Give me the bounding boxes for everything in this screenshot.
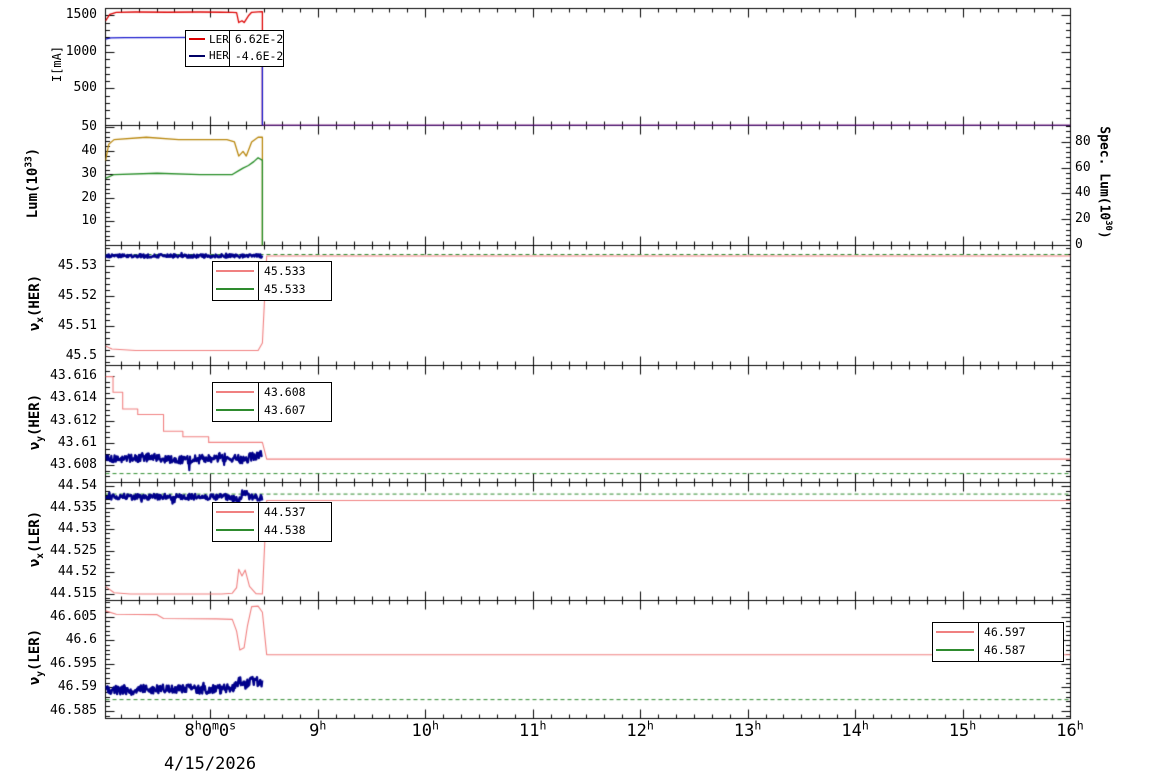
legend-left-col xyxy=(213,383,258,421)
legend-line-sample xyxy=(216,409,254,411)
legend-left-col xyxy=(213,503,258,541)
legend-series-label: HER xyxy=(209,49,229,63)
legend-line-sample xyxy=(189,54,205,57)
y-tick-label: 45.53 xyxy=(57,258,97,273)
y-tick-label: 30 xyxy=(81,166,97,182)
legend: 44.537 44.538 xyxy=(212,502,332,542)
y-tick-label-right: 60 xyxy=(1075,159,1091,175)
y-tick-label: 500 xyxy=(73,80,97,96)
legend-value: 45.533 xyxy=(264,282,306,296)
y-tick-label: 1500 xyxy=(65,7,97,23)
y-tick-label: 44.54 xyxy=(57,478,97,494)
y-axis-title-right: Spec. Lum(1030) xyxy=(1096,126,1113,239)
y-tick-label: 46.59 xyxy=(57,679,97,695)
legend-line-sample xyxy=(936,649,974,651)
y-tick-label-right: 80 xyxy=(1075,133,1091,149)
legend-entry xyxy=(213,503,258,521)
legend-value: 45.533 xyxy=(264,264,306,278)
legend-line-sample xyxy=(216,288,254,290)
y-tick-label: 46.6 xyxy=(65,632,97,648)
legend-entry xyxy=(213,401,258,419)
x-tick-label: 12h xyxy=(626,718,654,741)
y-tick-label: 43.61 xyxy=(57,435,97,450)
legend-entry xyxy=(933,641,978,659)
y-tick-label: 40 xyxy=(81,142,97,158)
y-tick-label: 44.525 xyxy=(50,542,97,558)
y-tick-label: 45.5 xyxy=(65,348,97,363)
y-tick-label: 10 xyxy=(81,213,97,229)
y-tick-label: 43.608 xyxy=(50,457,97,473)
legend-right-col: 43.608 43.607 xyxy=(258,383,331,421)
legend-right-col: 46.597 46.587 xyxy=(978,623,1063,661)
legend-right-col: 6.62E-2 -4.6E-2 xyxy=(228,31,284,66)
legend-line-sample xyxy=(216,391,254,393)
legend-entry: HER xyxy=(186,48,229,65)
y-tick-label: 43.616 xyxy=(50,368,97,384)
legend-value: 44.538 xyxy=(264,523,306,537)
y-tick-label: 43.614 xyxy=(50,390,97,406)
y-tick-label: 20 xyxy=(81,189,97,205)
y-tick-label-right: 40 xyxy=(1075,185,1091,201)
y-tick-label: 44.52 xyxy=(57,564,97,580)
y-tick-label: 43.612 xyxy=(50,412,97,428)
legend: LER HER 6.62E-2 -4.6E-2 xyxy=(185,30,284,67)
legend-entry xyxy=(213,521,258,539)
x-tick-label: 10h xyxy=(411,718,439,741)
legend-value: 44.537 xyxy=(264,505,306,519)
legend-value: 43.607 xyxy=(264,403,306,417)
legend-value: 43.608 xyxy=(264,385,306,399)
legend-line-sample xyxy=(216,529,254,531)
legend-value: -4.6E-2 xyxy=(234,48,284,63)
x-tick-label: 9h xyxy=(309,718,327,741)
legend-series-label: LER xyxy=(209,32,229,46)
x-axis-date-label: 4/15/2026 xyxy=(163,754,257,774)
legend-line-sample xyxy=(936,631,974,633)
legend: 43.608 43.607 xyxy=(212,382,332,422)
y-tick-label: 45.52 xyxy=(57,288,97,303)
y-tick-label: 1000 xyxy=(65,43,97,59)
x-tick-label: 11h xyxy=(518,718,547,741)
x-tick-label: 13h xyxy=(733,718,762,741)
legend-left-col xyxy=(213,262,258,300)
legend: 45.533 45.533 xyxy=(212,261,332,301)
legend-entry xyxy=(213,383,258,401)
legend-entry xyxy=(213,262,258,280)
y-tick-label: 44.53 xyxy=(57,521,97,537)
y-tick-label: 45.51 xyxy=(57,318,97,333)
y-tick-label: 50 xyxy=(81,119,97,135)
y-tick-label: 44.515 xyxy=(50,585,97,601)
legend-entry xyxy=(213,280,258,298)
legend-line-sample xyxy=(216,270,254,272)
y-tick-label: 46.595 xyxy=(50,655,97,671)
x-tick-label: 16h xyxy=(1056,718,1084,741)
legend-right-col: 44.537 44.538 xyxy=(258,503,331,541)
legend-line-sample xyxy=(189,38,205,41)
legend-right-col: 45.533 45.533 xyxy=(258,262,331,300)
legend: 46.597 46.587 xyxy=(932,622,1064,662)
legend-entry: LER xyxy=(186,31,229,48)
legend-entry xyxy=(933,623,978,641)
y-tick-label-right: 20 xyxy=(1075,211,1091,227)
y-tick-label-right: 0 xyxy=(1075,237,1083,252)
x-tick-label: 14h xyxy=(841,718,869,741)
legend-left-col xyxy=(933,623,978,661)
y-tick-label: 46.585 xyxy=(50,702,97,718)
y-tick-label: 44.535 xyxy=(50,499,97,515)
legend-left-col: LER HER xyxy=(186,31,229,66)
y-axis-title: νy(LER) xyxy=(27,628,46,686)
y-tick-label: 46.605 xyxy=(50,608,97,624)
x-tick-label: 8h0m0s xyxy=(184,718,237,741)
x-tick-label: 15h xyxy=(948,718,977,741)
legend-value: 6.62E-2 xyxy=(234,32,284,47)
legend-value: 46.587 xyxy=(984,643,1026,657)
legend-line-sample xyxy=(216,511,254,513)
legend-value: 46.597 xyxy=(984,625,1026,639)
